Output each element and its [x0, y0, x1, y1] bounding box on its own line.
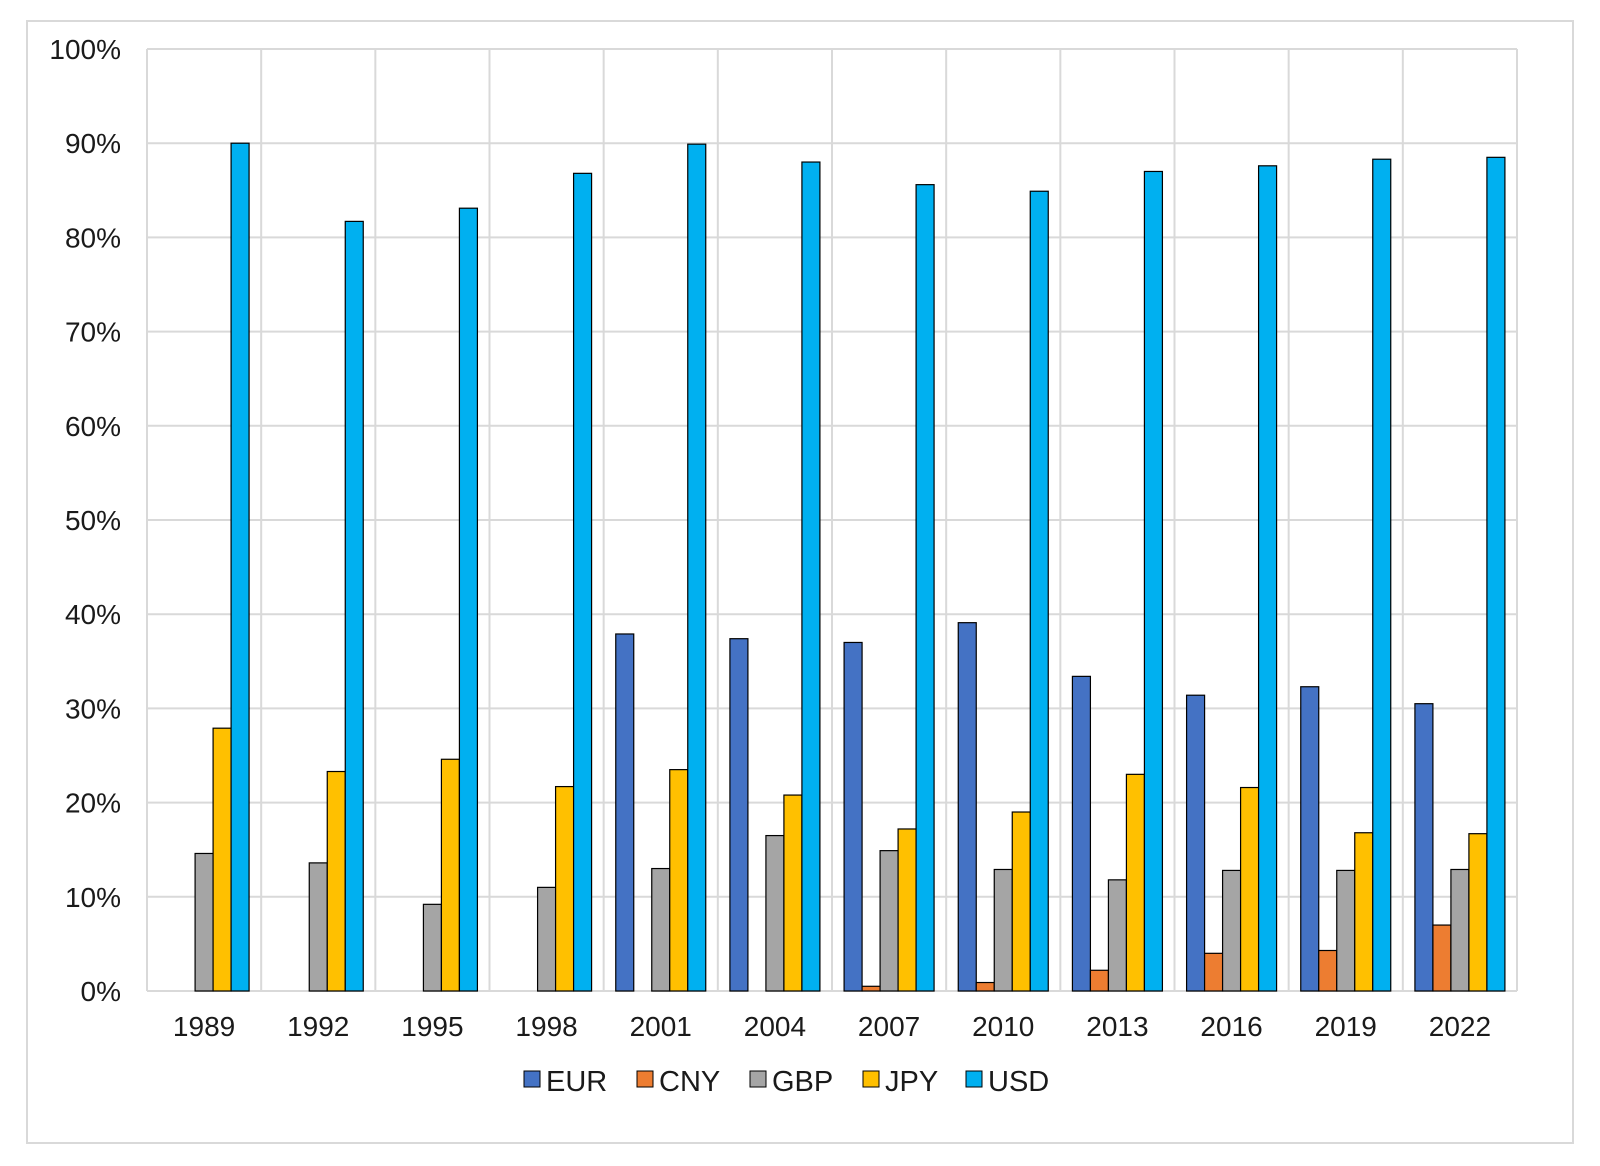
bar-gbp-2001 [651, 867, 671, 992]
legend-label-cny: CNY [659, 1066, 720, 1098]
bar-usd-2019 [1372, 158, 1392, 992]
bar-gbp-2010 [993, 868, 1013, 992]
bar-gbp-1995 [422, 903, 443, 992]
x-axis-tick-labels: 1989 1992 1995 1998 2001 2004 2007 2010 2013 2016… [173, 1011, 1491, 1042]
bar-usd-2016 [1257, 165, 1278, 992]
legend-label-jpy: JPY [885, 1066, 938, 1098]
legend-label-eur: EUR [546, 1066, 607, 1098]
x-tick-label: 2004 [744, 1011, 806, 1042]
bar-usd-2001 [687, 143, 707, 992]
bar-eur-2019 [1300, 686, 1320, 992]
y-tick-label: 100% [49, 34, 121, 65]
bar-eur-2004 [729, 638, 749, 992]
y-tick-label: 90% [65, 128, 121, 159]
x-tick-label: 2022 [1429, 1011, 1491, 1042]
legend-swatch-usd [965, 1070, 983, 1088]
legend-label-usd: USD [988, 1066, 1049, 1098]
bar-usd-2007 [915, 184, 935, 992]
bar-cny-2010 [975, 981, 995, 992]
bar-jpy-1995 [440, 758, 461, 992]
x-tick-label: 1998 [515, 1011, 577, 1042]
y-tick-label: 60% [65, 411, 121, 442]
legend-swatch-cny [636, 1070, 654, 1088]
bar-eur-2016 [1185, 694, 1206, 992]
bar-jpy-2016 [1239, 786, 1260, 992]
bar-eur-2022 [1414, 703, 1434, 992]
bar-jpy-2001 [669, 769, 689, 992]
legend-label-gbp: GBP [772, 1066, 833, 1098]
y-axis-tick-labels: 0% 10% 20% 30% 40% 50% 60% 70% 80% 90% 100% [49, 34, 121, 1007]
bar-jpy-1998 [554, 785, 575, 992]
bar-gbp-1992 [308, 862, 328, 992]
legend-swatch-eur [523, 1070, 541, 1088]
bar-jpy-2019 [1354, 832, 1374, 992]
x-tick-label: 2016 [1200, 1011, 1262, 1042]
y-tick-label: 30% [65, 693, 121, 724]
x-tick-label: 1989 [173, 1011, 235, 1042]
bar-gbp-1989 [194, 852, 214, 992]
bar-gbp-2007 [879, 850, 899, 992]
y-tick-label: 40% [65, 599, 121, 630]
x-tick-label: 2001 [630, 1011, 692, 1042]
bar-usd-1989 [230, 142, 250, 992]
x-tick-label: 1992 [287, 1011, 349, 1042]
bar-eur-2007 [843, 641, 863, 992]
bar-gbp-2016 [1221, 869, 1242, 992]
bar-usd-2022 [1486, 156, 1506, 992]
bar-jpy-1989 [212, 727, 232, 992]
x-tick-label: 2010 [972, 1011, 1034, 1042]
bar-jpy-2004 [783, 794, 803, 992]
bar-usd-2004 [801, 161, 821, 992]
x-tick-label: 2007 [858, 1011, 920, 1042]
bar-jpy-2007 [897, 828, 917, 992]
bar-cny-2007 [861, 985, 881, 992]
y-tick-label: 80% [65, 222, 121, 253]
bar-gbp-2019 [1336, 869, 1356, 992]
bar-cny-2013 [1089, 969, 1110, 992]
bar-usd-2013 [1143, 170, 1164, 992]
bar-eur-2001 [615, 633, 635, 992]
bar-eur-2010 [957, 622, 977, 992]
bar-usd-1995 [458, 207, 479, 992]
bar-cny-2016 [1203, 952, 1224, 992]
bar-jpy-1992 [326, 770, 346, 992]
bar-jpy-2013 [1125, 773, 1146, 992]
bar-gbp-2013 [1107, 879, 1128, 992]
bar-usd-1998 [572, 172, 593, 992]
y-tick-label: 70% [65, 317, 121, 348]
y-tick-label: 50% [65, 505, 121, 536]
bars [194, 142, 1506, 992]
legend-swatch-gbp [749, 1070, 767, 1088]
legend: EUR CNY GBP JPY USD [523, 1066, 1049, 1098]
bar-usd-2010 [1029, 190, 1049, 992]
y-tick-label: 20% [65, 788, 121, 819]
y-tick-label: 0% [81, 976, 121, 1007]
y-tick-label: 10% [65, 882, 121, 913]
bar-jpy-2022 [1468, 833, 1488, 992]
bar-usd-1992 [344, 220, 364, 992]
x-tick-label: 1995 [401, 1011, 463, 1042]
bar-eur-2013 [1071, 675, 1092, 992]
x-tick-label: 2019 [1315, 1011, 1377, 1042]
bar-jpy-2010 [1011, 811, 1031, 992]
gridlines [146, 48, 1518, 992]
bar-cny-2019 [1318, 949, 1338, 992]
legend-swatch-jpy [862, 1070, 880, 1088]
bar-cny-2022 [1432, 924, 1452, 992]
bar-gbp-2004 [765, 834, 785, 992]
bar-gbp-2022 [1450, 868, 1470, 992]
x-tick-label: 2013 [1086, 1011, 1148, 1042]
bar-gbp-1998 [536, 886, 557, 992]
